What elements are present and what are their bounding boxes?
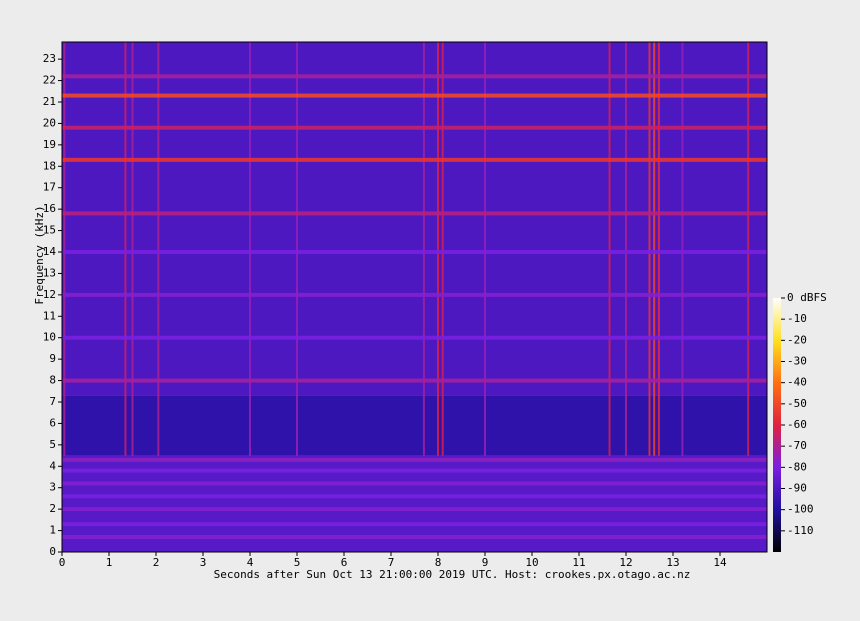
click xyxy=(131,42,134,456)
click xyxy=(608,42,611,456)
y-tick-label: 23 xyxy=(43,52,56,65)
tone xyxy=(62,74,767,79)
x-tick-label: 6 xyxy=(341,556,348,569)
tone xyxy=(62,125,767,130)
tone xyxy=(62,93,767,98)
x-tick-label: 9 xyxy=(482,556,489,569)
y-tick-label: 13 xyxy=(43,266,56,279)
y-tick-label: 17 xyxy=(43,181,56,194)
x-tick-label: 13 xyxy=(666,556,679,569)
y-tick-label: 19 xyxy=(43,138,56,151)
colorbar-tick-label: 0 dBFS xyxy=(787,291,827,304)
y-tick-label: 4 xyxy=(49,459,56,472)
y-tick-label: 16 xyxy=(43,202,56,215)
click xyxy=(441,42,444,456)
colorbar-tick-label: -100 xyxy=(787,503,814,516)
click xyxy=(657,42,660,456)
y-tick-label: 11 xyxy=(43,309,56,322)
x-tick-label: 0 xyxy=(59,556,66,569)
x-tick-label: 5 xyxy=(294,556,301,569)
click xyxy=(747,42,750,456)
tone xyxy=(62,457,767,462)
click xyxy=(437,42,439,456)
y-tick-label: 18 xyxy=(43,159,56,172)
colorbar xyxy=(773,298,781,552)
click xyxy=(648,42,651,456)
y-tick-label: 8 xyxy=(49,374,56,387)
y-axis-label: Frequency (kHz) xyxy=(33,205,46,304)
y-tick-label: 15 xyxy=(43,224,56,237)
y-tick-label: 9 xyxy=(49,352,56,365)
plot-frame xyxy=(61,41,768,553)
tone xyxy=(62,292,767,297)
tone xyxy=(62,378,767,383)
tone xyxy=(62,494,767,499)
x-tick-label: 8 xyxy=(435,556,442,569)
y-tick-label: 7 xyxy=(49,395,56,408)
x-tick-label: 4 xyxy=(247,556,254,569)
y-tick-label: 21 xyxy=(43,95,56,108)
click xyxy=(681,42,684,456)
tone xyxy=(62,535,767,539)
tone xyxy=(62,211,767,216)
tone xyxy=(62,468,767,473)
y-tick-label: 22 xyxy=(43,74,56,87)
x-tick-label: 7 xyxy=(388,556,395,569)
x-tick-label: 11 xyxy=(572,556,585,569)
y-tick-label: 1 xyxy=(49,524,56,537)
x-tick-label: 2 xyxy=(153,556,160,569)
colorbar-tick-label: -90 xyxy=(787,482,807,495)
x-tick-label: 12 xyxy=(619,556,632,569)
y-tick-label: 0 xyxy=(49,545,56,558)
x-tick-label: 3 xyxy=(200,556,207,569)
x-tick-label: 10 xyxy=(525,556,538,569)
colorbar-tick-label: -60 xyxy=(787,418,807,431)
x-tick-label: 14 xyxy=(713,556,727,569)
click xyxy=(63,42,66,456)
click xyxy=(653,42,656,456)
colorbar-tick-label: -70 xyxy=(787,439,807,452)
y-tick-label: 12 xyxy=(43,288,56,301)
tone xyxy=(62,481,767,486)
y-tick-label: 6 xyxy=(49,416,56,429)
colorbar-tick-label: -50 xyxy=(787,397,807,410)
y-tick-label: 20 xyxy=(43,116,56,129)
colorbar-tick-label: -20 xyxy=(787,333,807,346)
click xyxy=(625,42,627,456)
tone xyxy=(62,507,767,512)
click xyxy=(249,42,251,456)
click xyxy=(157,42,160,456)
colorbar-tick-label: -80 xyxy=(787,460,807,473)
y-tick-label: 10 xyxy=(43,331,56,344)
colorbar-tick-label: -30 xyxy=(787,355,807,368)
click xyxy=(296,42,298,456)
tone xyxy=(62,522,767,527)
colorbar-tick-label: -40 xyxy=(787,376,807,389)
tone xyxy=(62,335,767,340)
click xyxy=(422,42,425,456)
click xyxy=(484,42,486,456)
x-tick-label: 1 xyxy=(106,556,113,569)
band xyxy=(62,395,767,456)
colorbar-tick-label: -10 xyxy=(787,312,807,325)
x-axis-label: Seconds after Sun Oct 13 21:00:00 2019 U… xyxy=(214,568,691,581)
y-tick-label: 3 xyxy=(49,481,56,494)
tone xyxy=(62,157,767,162)
y-tick-label: 14 xyxy=(43,245,57,258)
click xyxy=(124,42,127,456)
tone xyxy=(62,250,767,254)
colorbar-tick-label: -110 xyxy=(787,524,814,537)
y-tick-label: 2 xyxy=(49,502,56,515)
y-tick-label: 5 xyxy=(49,438,56,451)
